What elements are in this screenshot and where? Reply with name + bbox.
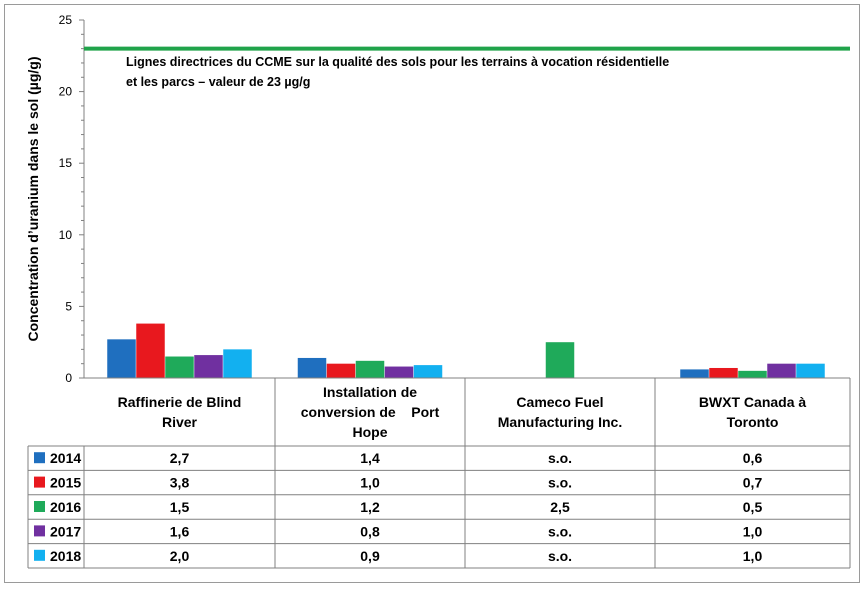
y-axis-title: Concentration d’uranium dans le sol (µg/… [25, 57, 41, 342]
bar [223, 349, 252, 378]
data-value-label: 1,0 [743, 548, 763, 564]
data-value-label: s.o. [548, 450, 572, 466]
data-value-label: 1,2 [360, 499, 380, 515]
y-tick-label: 5 [65, 299, 72, 313]
outer-frame [4, 4, 860, 583]
bar [680, 369, 709, 378]
bar [738, 370, 767, 378]
category-label: BWXT Canada à [699, 394, 807, 410]
legend-label: 2016 [50, 499, 81, 515]
category-label: Cameco Fuel [516, 394, 603, 410]
data-value-label: 0,9 [360, 548, 380, 564]
legend-swatch [34, 525, 45, 537]
bar [796, 363, 825, 378]
guideline-label-line1: Lignes directrices du CCME sur la qualit… [126, 55, 669, 69]
bar [384, 366, 414, 378]
bar [194, 355, 223, 378]
bar [545, 342, 575, 378]
bar [107, 339, 136, 378]
data-value-label: s.o. [548, 523, 572, 539]
legend-swatch [34, 549, 45, 561]
y-tick-label: 0 [65, 371, 72, 385]
bar [413, 365, 443, 378]
data-value-label: 2,5 [550, 499, 570, 515]
bar [355, 360, 385, 378]
legend-swatch [34, 476, 45, 488]
category-label: Toronto [727, 414, 779, 430]
y-tick-label: 20 [59, 85, 73, 99]
category-label: Raffinerie de Blind [118, 394, 242, 410]
category-label: conversion de Port [301, 404, 440, 420]
data-value-label: 0,5 [743, 499, 763, 515]
category-label: Manufacturing Inc. [498, 414, 622, 430]
legend-label: 2018 [50, 548, 81, 564]
y-tick-label: 15 [59, 156, 73, 170]
data-value-label: 1,4 [360, 450, 380, 466]
category-label: Hope [353, 424, 388, 440]
data-value-label: 2,7 [170, 450, 190, 466]
legend-swatch [34, 452, 45, 464]
legend-label: 2017 [50, 523, 81, 539]
data-value-label: 1,5 [170, 499, 190, 515]
data-value-label: 0,7 [743, 475, 763, 491]
data-value-label: 0,6 [743, 450, 763, 466]
bar [767, 363, 796, 378]
bar [136, 323, 165, 378]
guideline-label-line2: et les parcs – valeur de 23 µg/g [126, 75, 310, 89]
category-label: Installation de [323, 384, 417, 400]
data-value-label: 1,0 [743, 523, 763, 539]
legend-swatch [34, 501, 45, 512]
data-value-label: 1,6 [170, 523, 190, 539]
category-label: River [162, 414, 198, 430]
bar [326, 363, 356, 378]
y-tick-label: 25 [59, 13, 73, 27]
data-value-label: 2,0 [170, 548, 190, 564]
y-tick-label: 10 [59, 228, 73, 242]
legend-label: 2014 [50, 450, 81, 466]
bar [297, 357, 327, 378]
data-value-label: 1,0 [360, 475, 380, 491]
data-value-label: s.o. [548, 548, 572, 564]
legend-label: 2015 [50, 475, 81, 491]
data-value-label: 3,8 [170, 475, 190, 491]
bar [165, 356, 194, 378]
bar [709, 367, 738, 378]
data-value-label: 0,8 [360, 523, 380, 539]
data-value-label: s.o. [548, 475, 572, 491]
